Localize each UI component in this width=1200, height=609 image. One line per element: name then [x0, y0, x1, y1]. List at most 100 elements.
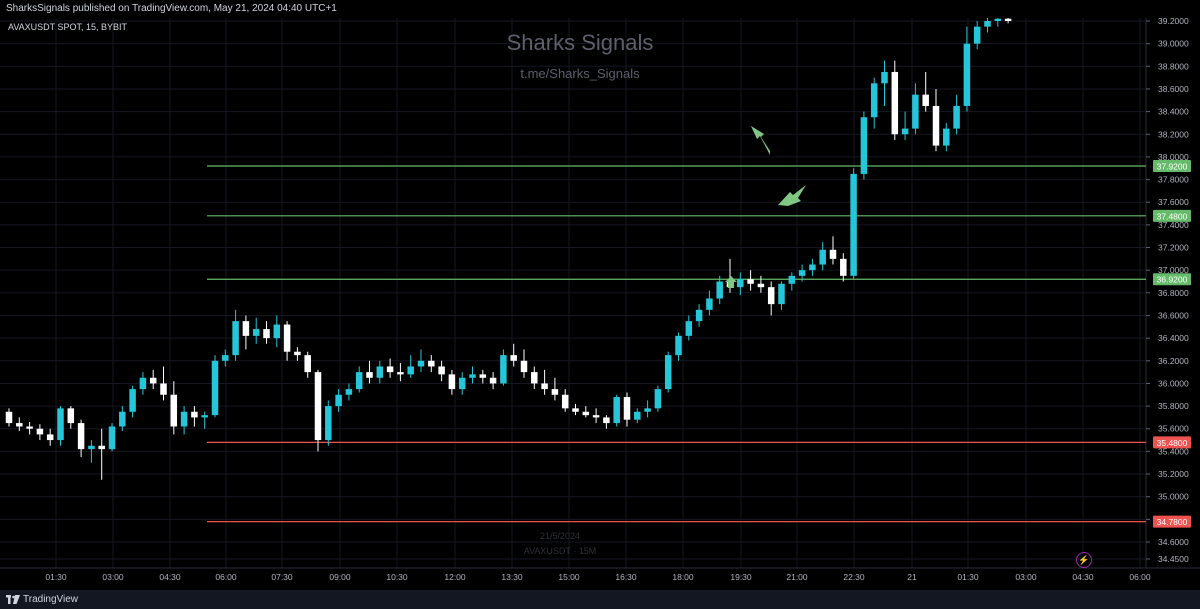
candle[interactable]	[664, 351, 672, 393]
candle[interactable]	[973, 21, 981, 50]
candle[interactable]	[819, 241, 826, 271]
candle[interactable]	[737, 272, 744, 296]
candle[interactable]	[335, 389, 342, 412]
candle[interactable]	[242, 315, 250, 350]
candle[interactable]	[860, 111, 868, 180]
candle[interactable]	[634, 408, 641, 424]
lightning-icon[interactable]: ⚡	[1076, 552, 1092, 568]
candle[interactable]	[685, 315, 693, 341]
candle[interactable]	[26, 421, 33, 435]
candle[interactable]	[180, 406, 188, 435]
candle[interactable]	[613, 394, 620, 427]
candle[interactable]	[46, 428, 54, 446]
candle[interactable]	[922, 71, 929, 112]
candle[interactable]	[582, 406, 590, 418]
candle[interactable]	[757, 275, 765, 293]
price-axis[interactable]	[1146, 18, 1200, 568]
candle[interactable]	[840, 253, 847, 282]
candle[interactable]	[716, 275, 723, 305]
tradingview-logo-icon[interactable]	[6, 595, 20, 604]
candle[interactable]	[191, 406, 198, 427]
candle[interactable]	[520, 349, 528, 378]
candle[interactable]	[273, 315, 281, 348]
candle[interactable]	[870, 77, 878, 129]
candle[interactable]	[675, 332, 682, 361]
candle[interactable]	[458, 372, 466, 395]
candle[interactable]	[788, 272, 796, 291]
candle[interactable]	[500, 349, 507, 386]
candle[interactable]	[644, 400, 651, 418]
annotation-arrow-down[interactable]	[751, 126, 770, 155]
candle[interactable]	[561, 389, 569, 412]
candle[interactable]	[139, 372, 147, 395]
candle[interactable]	[304, 351, 311, 378]
candle[interactable]	[603, 415, 610, 429]
candle[interactable]	[149, 369, 157, 390]
candle[interactable]	[551, 377, 559, 401]
candle[interactable]	[417, 349, 425, 373]
candle[interactable]	[232, 309, 239, 361]
candle[interactable]	[943, 122, 950, 152]
candle[interactable]	[428, 355, 435, 373]
candle[interactable]	[88, 440, 95, 463]
candle[interactable]	[695, 304, 703, 327]
candle[interactable]	[438, 360, 445, 382]
candle[interactable]	[355, 366, 363, 393]
candle[interactable]	[263, 321, 270, 344]
candle[interactable]	[932, 88, 940, 152]
candle[interactable]	[57, 406, 64, 446]
candle[interactable]	[252, 317, 260, 344]
candle[interactable]	[283, 321, 291, 361]
candle[interactable]	[767, 281, 775, 316]
candle[interactable]	[16, 417, 23, 432]
annotation-arrow-left[interactable]	[778, 185, 806, 206]
candle[interactable]	[36, 424, 44, 441]
candle[interactable]	[541, 369, 548, 395]
candle[interactable]	[623, 392, 631, 427]
candle[interactable]	[222, 349, 229, 367]
candle[interactable]	[366, 360, 373, 384]
candle[interactable]	[386, 358, 394, 378]
candle[interactable]	[108, 423, 116, 452]
candle[interactable]	[706, 290, 713, 316]
candle[interactable]	[5, 408, 13, 427]
candle[interactable]	[201, 411, 208, 429]
candle[interactable]	[314, 369, 322, 452]
candle[interactable]	[984, 15, 991, 33]
candle[interactable]	[67, 406, 75, 429]
candle[interactable]	[397, 363, 404, 382]
candle[interactable]	[809, 258, 816, 276]
candle[interactable]	[376, 360, 384, 384]
candle[interactable]	[531, 366, 538, 390]
candle[interactable]	[747, 270, 754, 291]
candle[interactable]	[98, 428, 105, 480]
candle[interactable]	[129, 385, 136, 418]
candle[interactable]	[170, 381, 178, 435]
candle[interactable]	[572, 403, 579, 416]
candle[interactable]	[211, 355, 219, 418]
candle[interactable]	[345, 383, 353, 401]
candle[interactable]	[448, 369, 456, 395]
candle[interactable]	[829, 236, 837, 265]
candle[interactable]	[77, 419, 85, 458]
footer-brand[interactable]: TradingView	[23, 594, 79, 605]
candle[interactable]	[953, 94, 960, 135]
candle[interactable]	[654, 385, 662, 412]
candle[interactable]	[850, 168, 857, 280]
candle[interactable]	[294, 347, 301, 361]
candle[interactable]	[407, 355, 414, 378]
candle[interactable]	[778, 281, 785, 310]
candle[interactable]	[912, 83, 919, 135]
candle[interactable]	[881, 60, 888, 106]
candle[interactable]	[891, 60, 899, 140]
candle[interactable]	[119, 406, 126, 432]
candle[interactable]	[325, 400, 332, 446]
candle[interactable]	[489, 372, 497, 390]
candle[interactable]	[510, 343, 517, 367]
candle[interactable]	[479, 369, 487, 384]
annotation-arrow-up[interactable]	[725, 276, 737, 288]
candle[interactable]	[901, 111, 909, 140]
candle[interactable]	[592, 408, 600, 424]
candle[interactable]	[469, 366, 476, 384]
